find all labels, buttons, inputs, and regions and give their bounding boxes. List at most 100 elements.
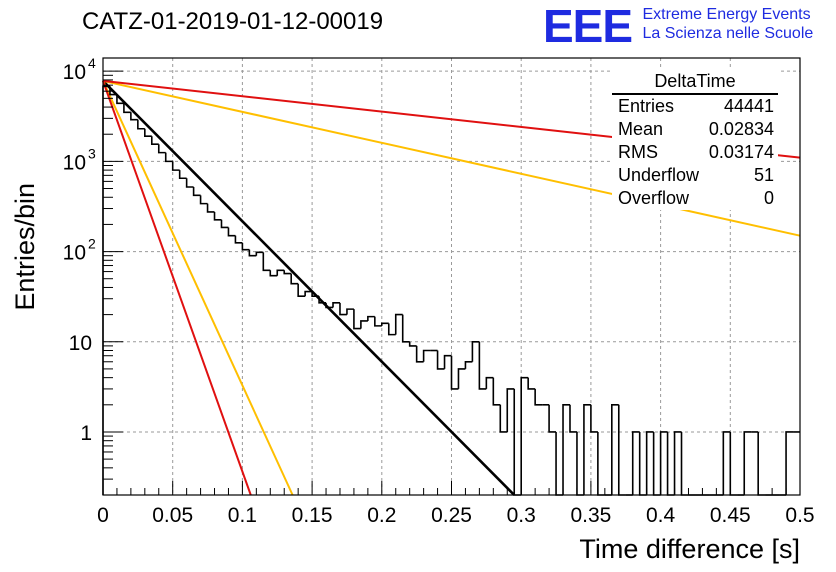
y-tick-label: 10 — [69, 332, 92, 355]
histogram-bin — [583, 404, 591, 495]
histogram-bin — [123, 103, 131, 114]
histogram-bin — [130, 112, 138, 121]
stats-label: Overflow — [618, 188, 690, 208]
histogram-bin — [269, 270, 278, 277]
histogram-bin — [645, 431, 654, 495]
histogram-bin — [290, 273, 299, 285]
logo-mark: EEE — [543, 0, 633, 52]
y-tick-label: 10 — [63, 61, 86, 84]
histogram-bin — [332, 302, 340, 308]
stats-row: RMS 0.03174 — [612, 141, 778, 164]
stats-row: Entries 44441 — [612, 95, 778, 118]
y-tick-label: 1 — [80, 422, 92, 445]
histogram-bin — [283, 270, 292, 275]
histogram-bin — [457, 368, 466, 389]
histogram-bin — [436, 350, 445, 370]
stats-row: Overflow 0 — [612, 187, 778, 210]
logo-line-1: Extreme Energy Events — [642, 6, 811, 23]
histogram-bin — [506, 388, 515, 432]
histogram-bin — [464, 360, 473, 369]
histogram-bin — [617, 404, 626, 496]
y-axis-label: Entries/bin — [10, 183, 40, 311]
histogram-bin — [297, 283, 306, 298]
histogram-bin — [562, 404, 570, 495]
fit-curve — [102, 79, 516, 496]
y-tick-label: 10 — [63, 151, 86, 174]
histogram-bin — [102, 85, 110, 495]
histogram-bin — [109, 86, 117, 96]
histogram-bin — [234, 235, 243, 244]
histogram-bin — [206, 203, 215, 213]
histogram-bin — [450, 355, 459, 390]
histogram-bin — [401, 314, 410, 343]
histogram-bin — [137, 119, 145, 130]
y-tick-exponent: 2 — [88, 236, 96, 252]
logo-text: Extreme Energy Events La Scienza nelle S… — [643, 5, 814, 43]
histogram-bin — [485, 376, 494, 389]
fit-curve — [102, 80, 252, 496]
stats-row: Underflow 51 — [612, 164, 778, 187]
histogram-bin — [659, 431, 668, 495]
x-tick-label: 0.2 — [367, 504, 396, 527]
histogram-bin — [443, 354, 452, 369]
histogram-bin — [673, 431, 682, 495]
histogram-bin — [304, 290, 313, 297]
histogram-bin — [255, 251, 264, 256]
histogram-bin — [680, 431, 689, 496]
histogram-bin — [729, 431, 738, 496]
histogram-bin — [548, 404, 557, 433]
y-tick-exponent: 3 — [88, 145, 96, 161]
x-tick-label: 0 — [97, 504, 109, 527]
histogram-bin — [394, 313, 403, 335]
histogram-bin — [241, 242, 250, 251]
histogram-bin — [144, 128, 152, 138]
histogram-bin — [534, 388, 543, 406]
histogram-bin — [576, 431, 584, 496]
histogram-bin — [785, 431, 794, 495]
histogram-bin — [353, 309, 361, 330]
stats-title: DeltaTime — [612, 70, 778, 95]
histogram-bin — [325, 302, 334, 309]
stats-value: 0.03174 — [708, 142, 774, 162]
histogram-bin — [262, 252, 271, 272]
stats-label: Mean — [618, 119, 664, 139]
histogram-bin — [590, 404, 598, 433]
x-tick-label: 0.45 — [710, 504, 751, 527]
histogram-bin — [415, 345, 424, 363]
stats-row: Mean 0.02834 — [612, 118, 778, 141]
histogram-bin — [743, 431, 752, 495]
histogram-bin — [422, 349, 431, 362]
logo-line-2: La Scienza nelle Scuole — [642, 25, 814, 42]
histogram-bin — [150, 136, 159, 146]
stats-label: Entries — [618, 96, 675, 116]
histogram-bin — [157, 144, 166, 154]
histogram-bin — [597, 431, 605, 496]
histogram-bin — [520, 376, 529, 495]
stats-value: 0.02834 — [708, 119, 774, 139]
histogram-bin — [638, 431, 647, 496]
histogram-bin — [185, 178, 194, 188]
histogram-bin — [374, 316, 382, 327]
histogram-bin — [227, 227, 236, 237]
histogram-bin — [346, 308, 354, 315]
histogram-bin — [631, 431, 640, 495]
histogram-bin — [666, 431, 675, 496]
histogram-bin — [116, 94, 124, 105]
histogram-bin — [213, 211, 222, 221]
x-tick-label: 0.35 — [570, 504, 611, 527]
histogram-bin — [360, 320, 368, 329]
histogram-bin — [555, 431, 564, 496]
histogram-bin — [527, 377, 536, 390]
x-axis-label: Time difference [s] — [579, 534, 800, 564]
x-tick-label: 0.15 — [292, 504, 333, 527]
x-tick-label: 0.1 — [228, 504, 257, 527]
x-tick-label: 0.5 — [785, 504, 814, 527]
histogram-bin — [652, 431, 661, 496]
histogram-bin — [164, 152, 173, 163]
histogram-bin — [178, 170, 187, 180]
eee-logo: EEE Extreme Energy Events La Scienza nel… — [543, 3, 813, 49]
histogram-bin — [248, 249, 257, 257]
stats-value: 44441 — [723, 96, 774, 116]
histogram-bin — [318, 296, 327, 304]
y-tick-exponent: 4 — [88, 55, 96, 71]
